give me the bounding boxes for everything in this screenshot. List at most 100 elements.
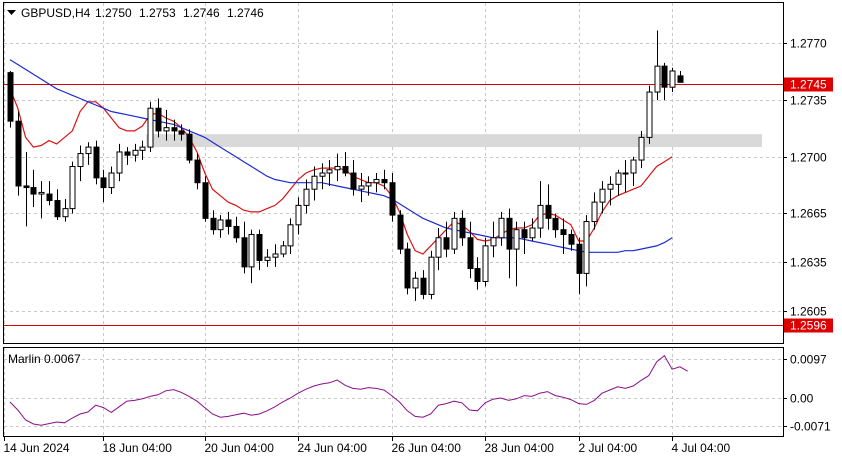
bull-candle-body — [669, 70, 676, 88]
candle — [186, 129, 193, 164]
bull-candle-body — [435, 237, 442, 258]
candle — [15, 111, 22, 196]
candle — [451, 211, 458, 254]
bear-candle-body — [568, 234, 575, 245]
level-tag — [784, 77, 833, 92]
candle — [420, 270, 427, 300]
bull-candle-body — [638, 136, 645, 161]
indicator-tick-label: 0.00 — [790, 392, 814, 406]
candle — [669, 67, 676, 93]
candle — [459, 210, 466, 246]
price-tick-label: 1.2665 — [790, 207, 827, 221]
high-value: 1.2753 — [139, 6, 176, 20]
bull-candle-body — [62, 208, 69, 218]
bear-candle-body — [202, 182, 209, 219]
bull-candle-body — [630, 159, 637, 174]
bear-candle-body — [506, 217, 513, 250]
bull-candle-body — [264, 256, 271, 261]
candle — [217, 215, 224, 238]
candle — [326, 160, 333, 186]
candle — [38, 181, 45, 219]
bull-candle-body — [482, 245, 489, 282]
dropdown-arrow-icon[interactable] — [7, 10, 16, 15]
time-axis: 14 Jun 2024 18 Jun 04:00 20 Jun 04:00 24 Ju… — [4, 437, 731, 455]
bull-candle-body — [295, 204, 302, 226]
bear-candle-body — [459, 217, 466, 239]
candle — [69, 161, 76, 214]
bull-candle-body — [287, 224, 294, 247]
bull-candle-body — [490, 237, 497, 247]
bear-candle-body — [30, 187, 37, 195]
candle — [178, 124, 185, 141]
candles — [7, 30, 684, 301]
bull-candle-body — [583, 221, 590, 274]
candle — [7, 71, 14, 128]
candle — [256, 229, 263, 271]
candle — [194, 153, 201, 190]
bear-candle-body — [7, 72, 14, 122]
time-tick-label: 28 Jun 04:00 — [485, 441, 555, 455]
bear-candle-body — [124, 151, 131, 156]
bull-candle-body — [77, 153, 84, 168]
bear-candle-body — [443, 237, 450, 250]
bear-candle-body — [186, 133, 193, 161]
bear-candle-body — [420, 277, 427, 295]
bull-candle-body — [326, 169, 333, 174]
candle — [342, 151, 349, 177]
bull-candle-body — [217, 219, 224, 231]
candle — [295, 197, 302, 235]
candle — [404, 242, 411, 295]
bull-candle-body — [599, 188, 606, 203]
candle — [506, 208, 513, 279]
candle — [474, 257, 481, 290]
bull-candle-body — [163, 127, 170, 132]
bull-candle-body — [537, 204, 544, 229]
bull-candle-body — [85, 146, 92, 155]
candle — [46, 181, 53, 206]
bear-candle-body — [93, 146, 100, 179]
candle — [30, 169, 37, 207]
time-tick-label: 20 Jun 04:00 — [205, 441, 275, 455]
candle — [311, 166, 318, 201]
bear-candle-body — [350, 172, 357, 190]
level-tag-label: 1.2745 — [790, 78, 827, 92]
candle — [163, 109, 170, 141]
candle — [677, 71, 684, 83]
candle — [287, 218, 294, 254]
bear-candle-body — [545, 204, 552, 219]
candle — [116, 143, 123, 182]
price-tick-label: 1.2735 — [790, 94, 827, 108]
bear-candle-body — [194, 159, 201, 184]
symbol-label: GBPUSD,H4 — [21, 6, 91, 20]
bull-candle-body — [451, 217, 458, 250]
indicator-grid — [4, 348, 783, 436]
candle — [23, 151, 30, 227]
candle — [498, 211, 505, 246]
bear-candle-body — [178, 130, 185, 135]
indicator-tick-label: -0.0071 — [790, 420, 831, 434]
bear-candle-body — [155, 107, 162, 132]
candle — [334, 153, 341, 182]
bear-candle-body — [233, 225, 240, 239]
time-tick-label: 2 Jul 04:00 — [579, 441, 638, 455]
bull-candle-body — [412, 277, 419, 289]
bull-candle-body — [428, 256, 435, 295]
candle — [373, 173, 380, 193]
bear-candle-body — [552, 217, 559, 231]
candle — [147, 101, 154, 152]
candle — [303, 179, 310, 214]
candle — [77, 145, 84, 182]
bull-candle-body — [319, 172, 326, 177]
bear-candle-body — [54, 200, 61, 218]
bull-candle-body — [108, 172, 115, 189]
main-plot-frame — [3, 2, 784, 344]
bull-candle-body — [311, 175, 318, 190]
candle — [599, 181, 606, 214]
bear-candle-body — [381, 178, 388, 184]
candle — [100, 169, 107, 203]
bull-candle-body — [147, 107, 154, 148]
price-axis: 1.2770 1.2735 1.2700 1.2665 1.2635 1.2605 — [783, 37, 827, 319]
candle — [155, 98, 162, 138]
bear-candle-body — [100, 177, 107, 189]
bear-candle-body — [576, 243, 583, 274]
